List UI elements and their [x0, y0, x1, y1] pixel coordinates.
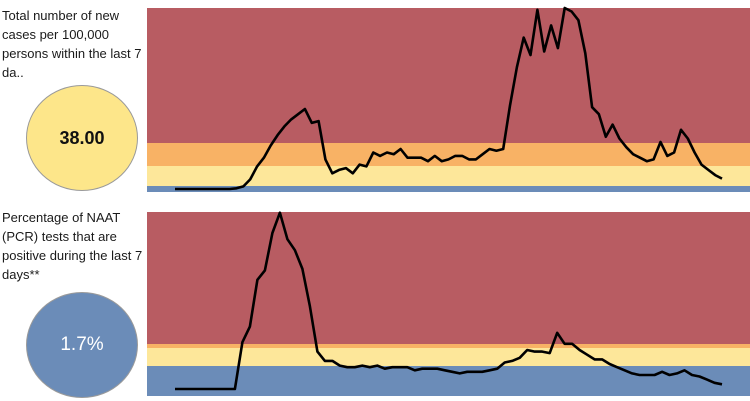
metric-circle-test-positivity: 1.7%	[26, 292, 138, 398]
series-line-0	[175, 211, 723, 391]
band-yellow	[147, 348, 750, 366]
chart-test-positivity	[147, 211, 750, 396]
metric-value-new-cases: 38.00	[59, 127, 105, 148]
band-red	[147, 212, 750, 344]
band-orange	[147, 143, 750, 166]
panel-test-positivity: Percentage of NAAT (PCR) tests that are …	[0, 204, 750, 401]
metric-label-new-cases: Total number of new cases per 100,000 pe…	[2, 8, 142, 80]
band-orange	[147, 344, 750, 348]
band-yellow	[147, 166, 750, 186]
metric-circle-new-cases: 38.00	[26, 85, 138, 191]
band-red	[147, 8, 750, 143]
metric-value-test-positivity: 1.7%	[60, 334, 104, 355]
metric-label-test-positivity: Percentage of NAAT (PCR) tests that are …	[2, 210, 143, 282]
panel-new-cases: Total number of new cases per 100,000 pe…	[0, 0, 750, 200]
band-blue	[147, 186, 750, 192]
chart-new-cases	[147, 6, 750, 192]
series-line-0	[175, 6, 723, 191]
